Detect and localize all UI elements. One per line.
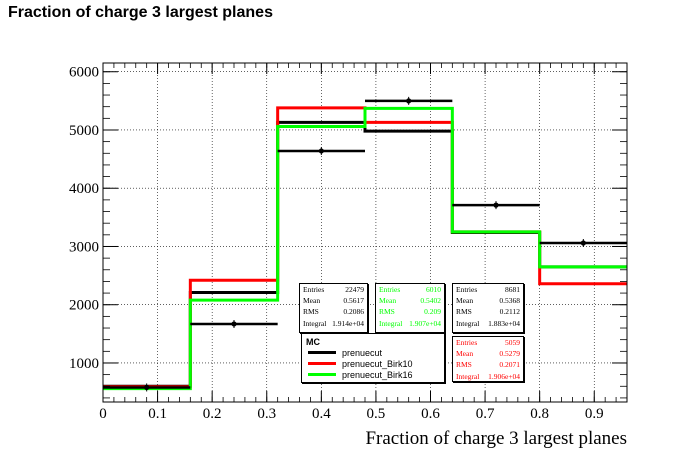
stats-row: RMS 0.2071 bbox=[456, 359, 520, 370]
data-point bbox=[231, 321, 237, 327]
histogram-prenuecut_Birk16 bbox=[103, 106, 627, 391]
x-tick-label: 0.1 bbox=[148, 406, 167, 422]
stats-value: 6010 bbox=[426, 285, 441, 294]
stats-value: 0.5279 bbox=[499, 349, 520, 359]
stats-row: Integral 1.906e+04 bbox=[456, 371, 520, 382]
stats-value: 22479 bbox=[345, 285, 364, 294]
stats-key: Integral bbox=[379, 318, 403, 328]
stats-key: RMS bbox=[303, 307, 319, 317]
x-tick-label: 0.7 bbox=[476, 406, 495, 422]
stats-row: Entries 22479 bbox=[303, 284, 364, 295]
stats-key: Integral bbox=[456, 371, 480, 381]
axis-layer: 0 0.1 0.2 0.3 0.4 0.5 0.6 0.7 0.8 0.9 1000 2000 3000… bbox=[69, 63, 628, 422]
stats-row: Mean 0.5402 bbox=[379, 295, 441, 306]
legend-header: MC bbox=[306, 337, 320, 347]
data-points-layer bbox=[103, 96, 627, 392]
x-tick-label: 0.2 bbox=[203, 406, 222, 422]
x-tick-label: 0.6 bbox=[421, 406, 440, 422]
stats-row: Mean 0.5279 bbox=[456, 348, 520, 359]
data-point bbox=[144, 384, 150, 391]
stats-value: 0.5368 bbox=[499, 296, 520, 306]
y-tick-label: 4000 bbox=[69, 181, 99, 197]
stats-value: 1.907e+04 bbox=[409, 318, 441, 328]
y-tick-label: 3000 bbox=[69, 239, 99, 255]
data-point bbox=[406, 98, 412, 104]
stats-box: Entries 22479 Mean 0.5617 RMS 0.2086 Integral 1… bbox=[299, 283, 368, 333]
stats-row: Entries 5059 bbox=[456, 337, 520, 348]
stats-key: Entries bbox=[303, 285, 325, 294]
stats-value: 1.914e+04 bbox=[332, 318, 364, 328]
stats-key: Mean bbox=[456, 296, 474, 306]
legend-item: prenuecut bbox=[302, 347, 444, 358]
chart-title: Fraction of charge 3 largest planes bbox=[8, 4, 273, 21]
legend-label: prenuecut_Birk16 bbox=[342, 369, 413, 380]
stats-row: RMS 0.2086 bbox=[303, 306, 364, 317]
legend-swatch-birk10 bbox=[308, 362, 336, 365]
data-point bbox=[493, 202, 499, 208]
stats-value: 5059 bbox=[505, 338, 520, 347]
legend: MC prenuecut prenuecut_Birk10 prenuecut_… bbox=[301, 333, 445, 383]
stats-row: RMS 0.209 bbox=[379, 306, 441, 317]
stats-row: Integral 1.914e+04 bbox=[303, 318, 364, 329]
stats-row: Integral 1.883e+04 bbox=[456, 318, 520, 329]
x-tick-label: 0.9 bbox=[585, 406, 604, 422]
x-tick-label: 0.3 bbox=[257, 406, 276, 422]
stats-key: Mean bbox=[456, 349, 474, 359]
x-tick-label: 0.5 bbox=[367, 406, 386, 422]
y-tick-label: 1000 bbox=[69, 356, 99, 372]
stats-value: 0.5617 bbox=[343, 296, 364, 306]
stats-key: RMS bbox=[379, 307, 395, 317]
stats-value: 8681 bbox=[505, 285, 520, 294]
stats-row: Mean 0.5617 bbox=[303, 295, 364, 306]
stats-box: Entries 8681 Mean 0.5368 RMS 0.2112 Integral 1.… bbox=[452, 283, 524, 333]
stats-key: Entries bbox=[379, 285, 401, 294]
stats-box: Entries 5059 Mean 0.5279 RMS 0.2071 Integral 1.… bbox=[452, 336, 524, 382]
stats-row: Entries 8681 bbox=[456, 284, 520, 295]
x-tick-label: 0.4 bbox=[312, 406, 331, 422]
x-tick-label: 0.8 bbox=[530, 406, 549, 422]
x-axis-label: Fraction of charge 3 largest planes bbox=[365, 428, 627, 449]
stats-key: RMS bbox=[456, 307, 472, 317]
stats-value: 0.2071 bbox=[499, 360, 520, 370]
legend-swatch-birk16 bbox=[308, 373, 336, 376]
stats-value: 1.883e+04 bbox=[488, 318, 520, 328]
histogram-layer bbox=[103, 106, 627, 391]
legend-label: prenuecut_Birk10 bbox=[342, 358, 413, 369]
data-point bbox=[318, 148, 324, 154]
stats-key: Integral bbox=[456, 318, 480, 328]
stats-key: Mean bbox=[303, 296, 321, 306]
stats-key: Entries bbox=[456, 338, 478, 347]
x-tick-label: 0 bbox=[99, 406, 107, 422]
stats-key: RMS bbox=[456, 360, 472, 370]
stats-value: 0.2086 bbox=[343, 307, 364, 317]
legend-label: prenuecut bbox=[342, 347, 383, 358]
legend-swatch-prenuecut bbox=[308, 351, 336, 354]
stats-row: Mean 0.5368 bbox=[456, 295, 520, 306]
y-tick-label: 6000 bbox=[69, 65, 99, 81]
stats-key: Mean bbox=[379, 296, 397, 306]
stats-value: 0.209 bbox=[424, 307, 441, 317]
stats-key: Entries bbox=[456, 285, 478, 294]
stats-row: RMS 0.2112 bbox=[456, 306, 520, 317]
legend-item: prenuecut_Birk10 bbox=[302, 358, 444, 369]
y-tick-label: 2000 bbox=[69, 298, 99, 314]
legend-item: prenuecut_Birk16 bbox=[302, 369, 444, 380]
stats-key: Integral bbox=[303, 318, 327, 328]
stats-value: 1.906e+04 bbox=[488, 371, 520, 381]
stats-value: 0.5402 bbox=[420, 296, 441, 306]
stats-value: 0.2112 bbox=[499, 307, 520, 317]
stats-row: Entries 6010 bbox=[379, 284, 441, 295]
y-tick-label: 5000 bbox=[69, 123, 99, 139]
stats-box: Entries 6010 Mean 0.5402 RMS 0.209 Integral 1.9… bbox=[375, 283, 445, 333]
data-point bbox=[580, 240, 586, 246]
stats-row: Integral 1.907e+04 bbox=[379, 318, 441, 329]
